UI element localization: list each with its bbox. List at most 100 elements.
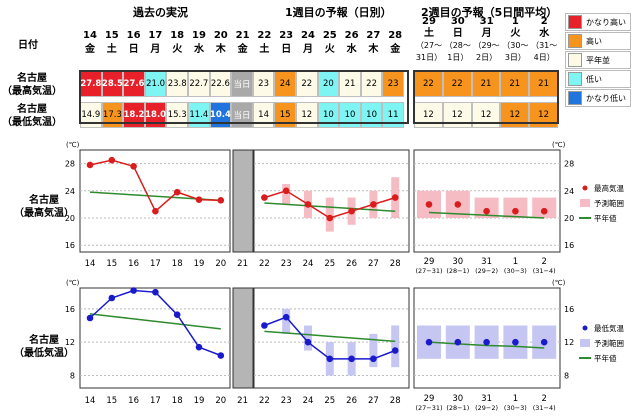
x-tick: 25 [324, 259, 335, 269]
x-tick-week2-range: (27−31) [415, 267, 442, 275]
weekday: 木 [368, 44, 379, 55]
week2-header-w: 土 [424, 28, 434, 39]
weekday: 土 [259, 44, 270, 55]
y-tick-left: 16 [65, 305, 75, 314]
day-header-18: 18 火 [167, 29, 188, 57]
temp-point [391, 194, 399, 201]
legend-band-label: 予測範囲 [594, 338, 624, 348]
x-tick: 16 [128, 259, 139, 269]
table-cell: 14.9 [80, 102, 102, 128]
frame-week1 [253, 149, 410, 253]
y-tick-left: 12 [65, 338, 75, 347]
legend-low: 低い [565, 70, 631, 88]
day-number: 23 [279, 30, 294, 41]
legend-point [582, 325, 588, 331]
temp-point [261, 322, 268, 329]
day-header-26: 26 水 [341, 29, 362, 57]
week2-header-d: 31 [479, 16, 494, 27]
legend-swatch [568, 91, 582, 105]
legend-swatch [568, 15, 582, 29]
normal-line [264, 202, 396, 212]
range-bar-week2 [503, 197, 528, 218]
week2-header-w: 火 [510, 28, 521, 39]
legend-swatch [568, 34, 582, 48]
day-number: 22 [257, 30, 272, 41]
y-tick-right: 20 [564, 214, 574, 223]
day-number: 19 [192, 30, 206, 41]
legend-very_high: かなり高い [565, 13, 631, 31]
day-header-20: 20 木 [210, 29, 231, 57]
temp-point [391, 347, 399, 354]
weekday: 水 [346, 44, 357, 55]
legend-band [580, 339, 590, 347]
x-tick-week2: 1 [513, 394, 518, 404]
week2-header-d: 29 [422, 16, 436, 27]
temp-point-week2 [540, 207, 548, 215]
legend-label: 低い [586, 74, 602, 84]
table-cell: 14 [252, 102, 275, 128]
x-tick-week2-range: (30−3) [504, 267, 527, 275]
x-tick-week2: 1 [513, 257, 518, 267]
weekday: 火 [324, 44, 335, 55]
week2-header-r: （30～3日） [502, 41, 529, 62]
weekday: 日 [281, 44, 292, 55]
y-tick-right: 8 [564, 372, 569, 381]
temp-point-week2 [425, 338, 433, 346]
day-number: 28 [388, 30, 403, 41]
temp-point [370, 201, 377, 208]
table-cell: 15 [274, 102, 296, 128]
table-cell-week2: 21 [471, 71, 501, 97]
x-tick: 21 [237, 259, 248, 269]
x-tick: 17 [150, 396, 161, 406]
temp-point [130, 287, 137, 294]
x-tick-week2: 2 [541, 257, 546, 267]
day-number: 17 [148, 30, 163, 41]
y-tick-left: 20 [65, 214, 75, 223]
unit-right: (℃) [552, 279, 566, 287]
day-number: 25 [322, 30, 337, 41]
x-tick: 22 [259, 259, 270, 269]
range-bar [282, 184, 291, 205]
temp-point [304, 201, 312, 208]
x-tick: 19 [194, 259, 205, 269]
x-tick-week2-range: (28−1) [446, 404, 469, 412]
day-number: 15 [104, 30, 119, 41]
legend-label: 平年並 [586, 55, 610, 65]
temp-point [348, 207, 355, 215]
table-cell: 11 [382, 102, 404, 128]
legend-point [582, 185, 588, 191]
x-tick: 19 [194, 396, 205, 406]
weekday: 水 [194, 44, 204, 55]
day-header-15: 15 土 [101, 29, 122, 57]
table-cell: 10 [317, 102, 340, 128]
x-tick-week2: 29 [424, 257, 435, 267]
temp-point [326, 355, 334, 363]
normal-line-week2 [428, 211, 545, 219]
week2-header-2: 2 水 （31～4日） [529, 16, 559, 64]
table-cell-week2: 22 [442, 71, 472, 97]
x-tick-week2-range: (27−31) [415, 404, 442, 412]
temp-point [152, 207, 159, 215]
header-week2: 2週目の予報（5日間平均） [421, 6, 558, 19]
temp-point [326, 214, 334, 222]
chart-max-kind: （最高気温） [14, 208, 74, 219]
frame-week2 [413, 149, 561, 253]
x-tick-week2-range: (29−2) [475, 267, 498, 275]
row-label-max-city: 名古屋 [17, 73, 47, 84]
table-cell: 10 [360, 102, 383, 128]
weekday: 木 [215, 44, 226, 55]
x-tick-week2-range: (29−2) [475, 404, 498, 412]
legend-swatch [568, 53, 582, 67]
temp-point [217, 352, 225, 359]
legend-label: 高い [586, 36, 602, 46]
day-header-27: 27 木 [363, 29, 384, 57]
table-cell: 23.8 [166, 71, 188, 97]
temp-point [370, 355, 377, 363]
legend-band-label: 予測範囲 [594, 198, 624, 208]
legend-series: 最高気温 [594, 183, 624, 193]
normal-line [89, 313, 221, 330]
temp-point [86, 314, 94, 322]
table-cell: 18.0 [144, 102, 167, 128]
